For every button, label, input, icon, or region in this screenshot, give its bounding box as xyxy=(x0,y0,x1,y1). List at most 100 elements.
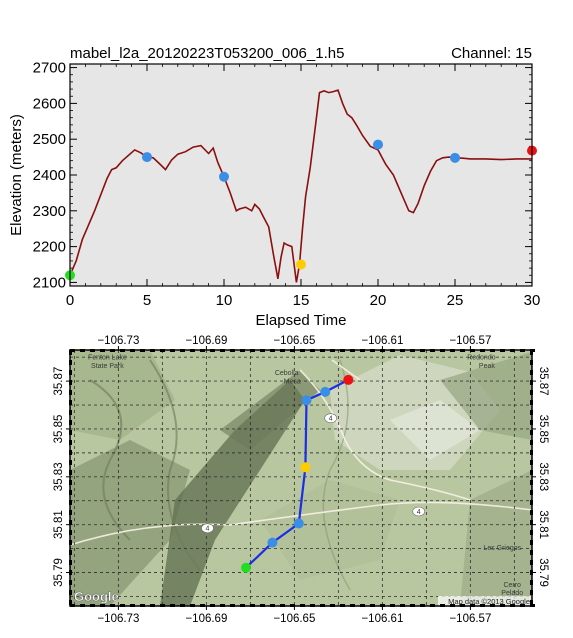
road-shield-icon xyxy=(324,413,338,423)
file-name-title: mabel_l2a_20120223T053200_006_1.h5 xyxy=(70,45,344,62)
map-border-tick xyxy=(480,604,485,607)
channel-label: Channel: 15 xyxy=(451,45,532,62)
map-border-tick xyxy=(69,370,72,375)
lat-tick-label-right: 35.85 xyxy=(537,415,549,444)
map-border-tick xyxy=(200,604,205,607)
map-border-tick xyxy=(530,540,533,545)
map-border-tick xyxy=(530,500,533,505)
map-border-tick xyxy=(69,510,72,515)
map-border-tick xyxy=(69,520,72,525)
map-border-tick xyxy=(130,349,135,352)
map-border-tick xyxy=(240,349,245,352)
map-border-tick xyxy=(530,380,533,385)
map-place-label: Peak xyxy=(479,363,495,370)
map-border-tick xyxy=(420,349,425,352)
map-border-tick xyxy=(490,604,495,607)
map-border-tick xyxy=(150,604,155,607)
map-border-tick xyxy=(69,400,72,405)
map-border-tick xyxy=(69,460,72,465)
lat-tick-label-right: 35.79 xyxy=(537,558,549,587)
map-border-tick xyxy=(69,530,72,535)
map-border-tick xyxy=(100,604,105,607)
map-border-tick xyxy=(530,550,533,555)
map-border-tick xyxy=(180,349,185,352)
map-border-tick xyxy=(490,349,495,352)
map-border-tick xyxy=(380,604,385,607)
roads xyxy=(70,359,532,546)
map-border-tick xyxy=(120,349,125,352)
map-border-tick xyxy=(69,570,72,575)
map-border-tick xyxy=(270,349,275,352)
map-border-tick xyxy=(300,604,305,607)
map-border-tick xyxy=(180,604,185,607)
map-border-tick xyxy=(390,349,395,352)
road-shield-icon xyxy=(201,523,214,534)
map-border-tick xyxy=(410,349,415,352)
map-border-tick xyxy=(320,604,325,607)
map-border-tick xyxy=(250,349,255,352)
lon-tick-label-bottom: −106.57 xyxy=(449,613,491,625)
lon-tick-label-top: −106.57 xyxy=(449,335,491,347)
road-shield-label: 4 xyxy=(417,509,421,516)
lon-tick-label-bottom: −106.61 xyxy=(361,613,403,625)
map-border-tick xyxy=(530,580,533,585)
y-tick-label: 2100 xyxy=(33,274,66,291)
map-border-tick xyxy=(340,349,345,352)
map-border-tick xyxy=(340,604,345,607)
map-border-ticks xyxy=(69,349,535,607)
map-border-tick xyxy=(530,360,533,365)
map-border-tick xyxy=(380,349,385,352)
map-border-tick xyxy=(69,350,72,355)
map-border-tick xyxy=(480,349,485,352)
road-shield-icon xyxy=(412,506,426,517)
map-border-tick xyxy=(69,480,72,485)
map-border-tick xyxy=(530,370,533,375)
map-credit-bg xyxy=(438,596,532,606)
lon-tick-label-top: −106.73 xyxy=(97,335,139,347)
map-border-tick xyxy=(140,604,145,607)
map-border-tick xyxy=(69,580,72,585)
road-shields: 4 4 4 xyxy=(201,413,426,534)
map-border-tick xyxy=(530,450,533,455)
lat-tick-label-left: 35.81 xyxy=(53,510,65,539)
track-point-green xyxy=(241,562,251,573)
map-border-tick xyxy=(440,604,445,607)
lat-tick-label-right: 35.81 xyxy=(537,510,549,539)
map-border-tick xyxy=(110,349,115,352)
map-border-tick xyxy=(530,410,533,415)
map-border-tick xyxy=(530,400,533,405)
elevation-marker-blue xyxy=(142,152,152,163)
map-border-tick xyxy=(70,604,75,607)
map-border-tick xyxy=(470,349,475,352)
map-border-tick xyxy=(69,420,72,425)
map-border-tick xyxy=(70,349,75,352)
elevation-marker-blue xyxy=(373,139,383,150)
map-border-tick xyxy=(330,604,335,607)
map-border-tick xyxy=(290,349,295,352)
map-border-tick xyxy=(350,604,355,607)
map-border-tick xyxy=(430,349,435,352)
map-border-tick xyxy=(530,560,533,565)
lon-tick-label-top: −106.61 xyxy=(361,335,403,347)
track-point-yellow xyxy=(300,462,311,473)
map-border-tick xyxy=(530,480,533,485)
map-border-tick xyxy=(120,604,125,607)
lon-tick-label-bottom: −106.73 xyxy=(97,613,139,625)
map-border-tick xyxy=(290,604,295,607)
map-border-tick xyxy=(530,420,533,425)
map-border-tick xyxy=(530,530,533,535)
map-border-tick xyxy=(320,349,325,352)
map-border-tick xyxy=(69,590,72,595)
map-border-tick xyxy=(430,604,435,607)
map-border-tick xyxy=(230,349,235,352)
map-border-tick xyxy=(530,600,533,605)
map-border-tick xyxy=(210,604,215,607)
map-border-tick xyxy=(400,349,405,352)
map-border-tick xyxy=(69,440,72,445)
map-border-tick xyxy=(530,430,533,435)
map-place-label: Les Griegos xyxy=(483,545,521,552)
track-point-blue xyxy=(293,518,304,529)
map-border-tick xyxy=(190,349,195,352)
map-border-tick xyxy=(130,604,135,607)
